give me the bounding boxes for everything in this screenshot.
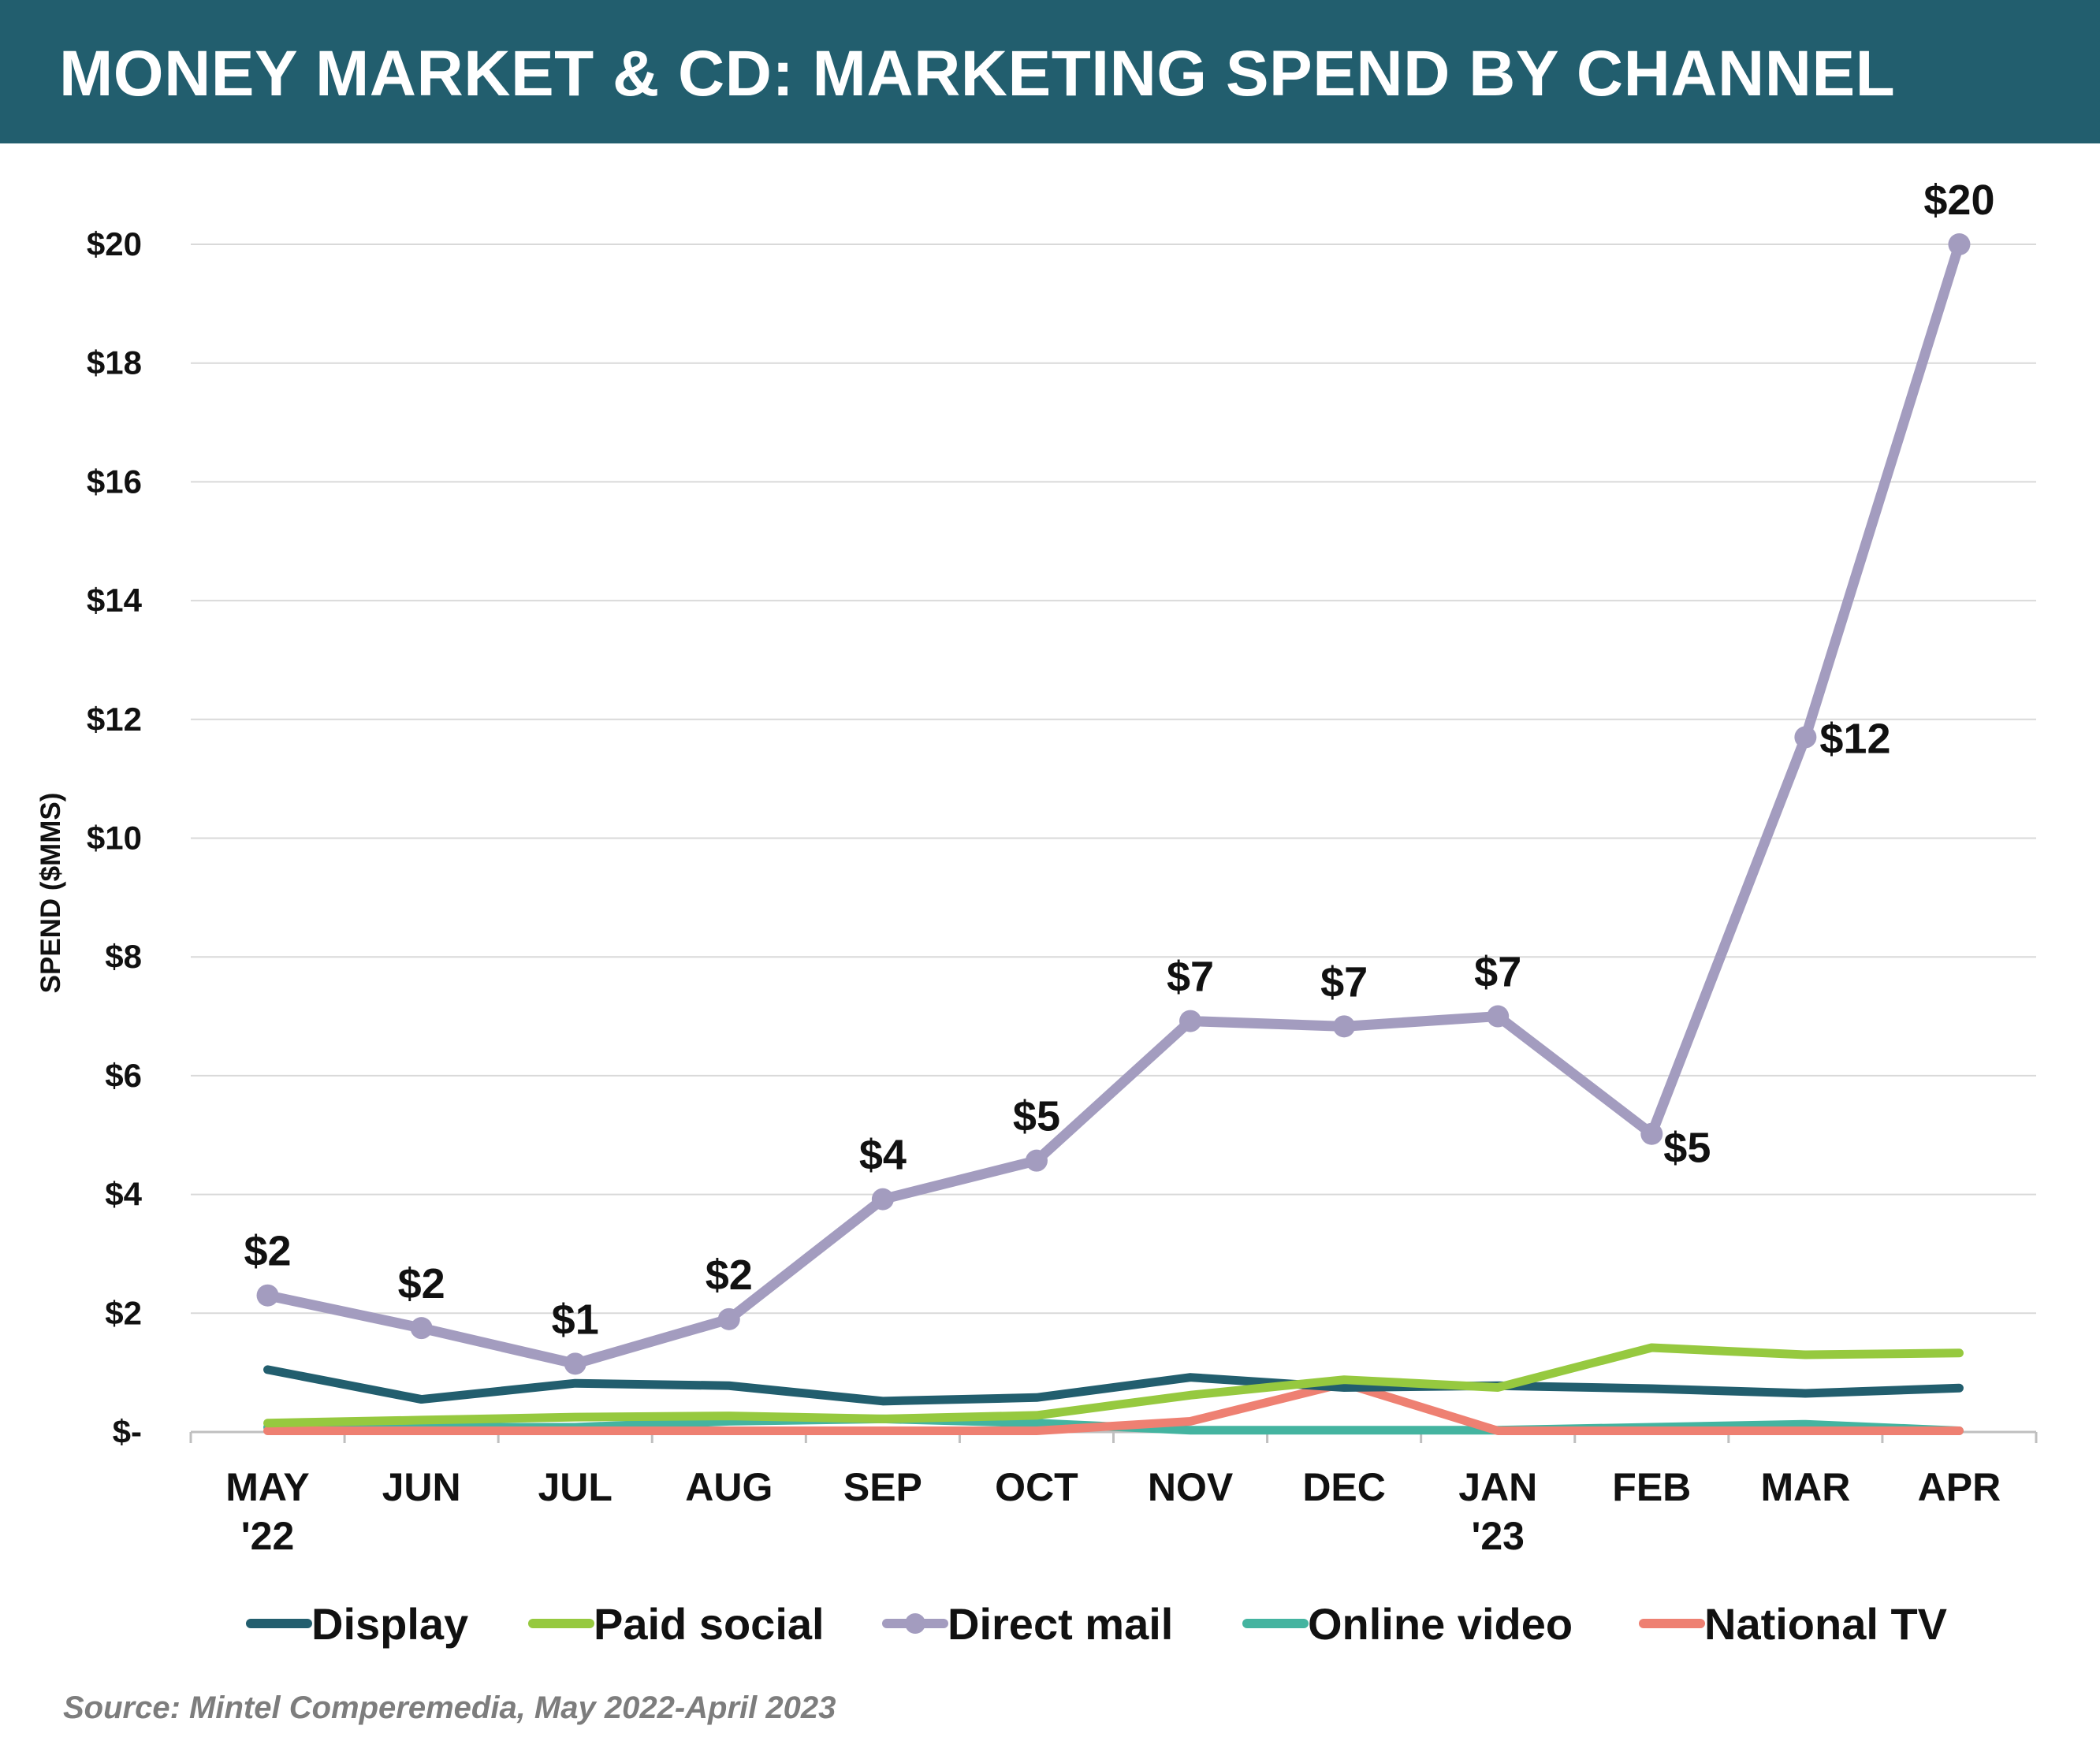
series-line-direct-mail	[262, 239, 1964, 1369]
chart-title: MONEY MARKET & CD: MARKETING SPEND BY CH…	[59, 38, 1896, 110]
x-tick-label: JAN	[1458, 1465, 1537, 1509]
legend: Display Paid social Direct mail Online vide…	[246, 1599, 1947, 1649]
x-tick-label: DEC	[1302, 1465, 1386, 1509]
y-tick-label: $18	[87, 344, 142, 381]
y-tick-label: $6	[105, 1057, 142, 1094]
y-tick-label: $8	[105, 938, 142, 975]
data-point-direct-mail	[410, 1317, 433, 1340]
x-tick-label: '22	[241, 1514, 295, 1558]
y-tick-label: $12	[87, 701, 142, 738]
data-label: $5	[1013, 1093, 1060, 1140]
y-axis-label: SPEND ($MMS)	[35, 793, 66, 994]
data-label: $2	[706, 1252, 753, 1299]
y-tick-label: $20	[87, 225, 142, 262]
data-point-direct-mail	[1640, 1122, 1663, 1145]
y-tick-label: $10	[87, 820, 142, 857]
data-label: $20	[1923, 177, 1994, 224]
data-label: $7	[1474, 949, 1521, 996]
x-tick-label: AUG	[685, 1465, 773, 1509]
title-banner: MONEY MARKET & CD: MARKETING SPEND BY CH…	[0, 0, 2100, 143]
y-tick-label: $14	[87, 582, 143, 619]
series-line-national-tv	[263, 1378, 1964, 1435]
x-tick-label: APR	[1918, 1465, 2001, 1509]
series-line-paid-social	[263, 1343, 1964, 1428]
data-label: $7	[1167, 954, 1214, 1001]
x-tick-label: MAR	[1760, 1465, 1850, 1509]
data-point-direct-mail	[1794, 726, 1817, 749]
data-point-direct-mail	[717, 1307, 740, 1330]
data-point-direct-mail	[871, 1188, 894, 1211]
data-point-direct-mail	[1025, 1149, 1048, 1172]
x-tick-label: MAY	[225, 1465, 310, 1509]
x-tick-label: FEB	[1612, 1465, 1691, 1509]
series-line-display	[263, 1365, 1964, 1406]
x-tick-label: NOV	[1148, 1465, 1234, 1509]
data-label: $2	[398, 1260, 445, 1307]
legend-label: Online video	[1308, 1599, 1573, 1649]
y-axis-ticks: $- $2 $4 $6 $8 $10 $12 $14 $16 $18 $20	[87, 225, 143, 1450]
x-tick-label: OCT	[995, 1465, 1078, 1509]
data-point-direct-mail	[256, 1284, 279, 1307]
x-axis: MAY '22 JUN JUL AUG SEP OCT NOV DEC JAN '23 FEB MAR A…	[189, 1430, 2038, 1558]
legend-label: Paid social	[594, 1599, 825, 1649]
data-point-direct-mail	[1333, 1015, 1356, 1038]
legend-label: Display	[311, 1599, 468, 1649]
legend-marker	[905, 1613, 925, 1634]
data-label: $12	[1819, 715, 1890, 762]
legend-label: National TV	[1704, 1599, 1947, 1649]
x-tick-label: SEP	[843, 1465, 922, 1509]
x-tick-label: '23	[1471, 1514, 1525, 1558]
y-tick-label: $16	[87, 463, 142, 500]
data-label: $1	[552, 1296, 599, 1343]
y-tick-label: $-	[113, 1413, 142, 1450]
y-tick-label: $2	[105, 1294, 142, 1331]
data-label: $2	[244, 1228, 292, 1275]
data-label: $5	[1663, 1125, 1711, 1172]
x-tick-label: JUL	[538, 1465, 612, 1509]
data-point-direct-mail	[564, 1352, 586, 1375]
data-label: $4	[859, 1132, 907, 1179]
x-tick-label: JUN	[382, 1465, 461, 1509]
data-point-direct-mail	[1948, 233, 1971, 255]
data-point-direct-mail	[1179, 1010, 1202, 1032]
source-note: Source: Mintel Comperemedia, May 2022-Ap…	[63, 1690, 836, 1725]
data-label: $7	[1320, 958, 1368, 1006]
data-labels: $2 $2 $1 $2 $4 $5 $7 $7 $7 $5 $12 $20	[244, 177, 1995, 1343]
y-tick-label: $4	[105, 1176, 142, 1213]
legend-label: Direct mail	[948, 1599, 1173, 1649]
gridlines	[191, 244, 2036, 1315]
series-lines	[256, 233, 1971, 1435]
data-point-direct-mail	[1487, 1005, 1510, 1028]
